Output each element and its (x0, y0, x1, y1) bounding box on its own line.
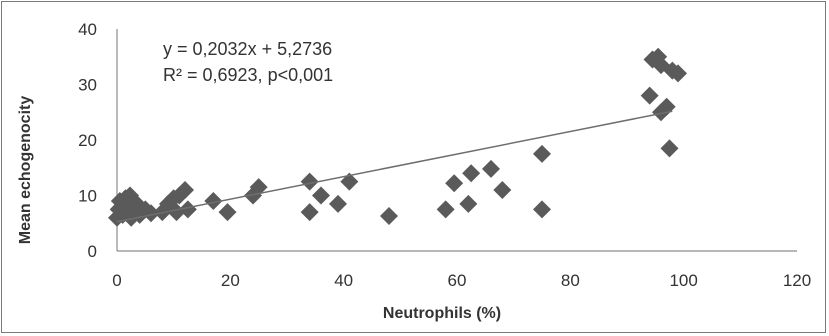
data-points (108, 47, 687, 227)
x-tick-label: 100 (669, 271, 697, 290)
r-squared-label: R² = 0,6923, p<0,001 (163, 65, 333, 85)
x-tick-label: 0 (112, 271, 121, 290)
data-point (533, 144, 551, 163)
x-axis-title: Neutrophils (%) (383, 305, 501, 322)
data-point (380, 207, 398, 226)
y-tick-label: 0 (88, 242, 97, 261)
data-point (300, 203, 319, 222)
x-tick-label: 20 (221, 271, 240, 290)
trendline-group (116, 110, 673, 223)
data-point (459, 194, 478, 213)
data-point (533, 200, 551, 219)
data-point (482, 159, 500, 178)
data-point (660, 139, 679, 158)
y-axis-title: Mean echogenocity (17, 96, 34, 245)
trendline (116, 110, 673, 223)
x-tick-label: 40 (334, 271, 353, 290)
data-point (462, 164, 481, 183)
data-point (329, 194, 347, 213)
axes (116, 29, 797, 252)
data-point (249, 178, 268, 197)
data-point (312, 186, 330, 205)
y-tick-label: 10 (78, 187, 97, 206)
annotations: y = 0,2032x + 5,2736 R² = 0,6923, p<0,001 (163, 39, 333, 85)
data-point (204, 192, 223, 211)
y-tick-label: 20 (78, 131, 97, 150)
y-tick-label: 40 (78, 20, 97, 39)
data-point (300, 172, 319, 191)
data-point (178, 200, 197, 219)
data-point (176, 180, 194, 199)
x-tick-label: 60 (448, 271, 467, 290)
y-tick-label: 30 (78, 76, 97, 95)
data-point (445, 174, 464, 193)
data-point (436, 200, 455, 219)
x-tick-label: 80 (561, 271, 580, 290)
data-point (493, 180, 512, 199)
data-point (142, 204, 160, 223)
data-point (669, 64, 687, 83)
x-tick-label: 120 (783, 271, 811, 290)
regression-equation: y = 0,2032x + 5,2736 (163, 39, 332, 59)
data-point (640, 86, 659, 105)
data-point (218, 203, 237, 222)
tick-labels: 0 20 40 60 80 100 120 0 10 20 30 40 (78, 20, 811, 290)
